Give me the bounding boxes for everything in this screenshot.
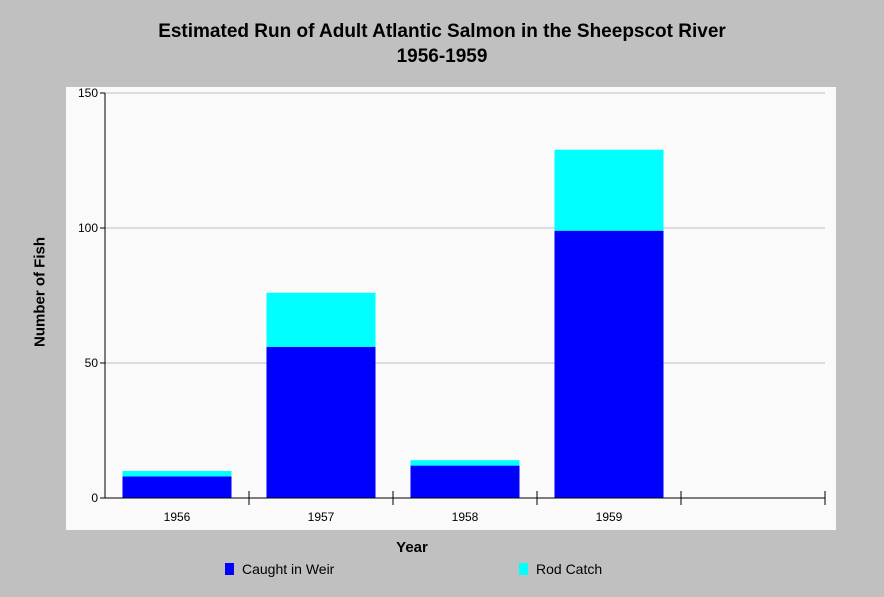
- bar-rod-catch-1956: [122, 471, 232, 477]
- bar-rod-catch-1957: [266, 292, 376, 347]
- x-tick-label: 1956: [164, 510, 191, 524]
- bar-rod-catch-1958: [410, 460, 520, 466]
- y-tick-label: 100: [78, 221, 98, 235]
- bar-caught-in-weir-1957: [266, 346, 376, 498]
- y-axis-label: Number of Fish: [31, 236, 49, 348]
- legend-swatch-caught-in-weir: [225, 563, 234, 575]
- x-tick-label: 1959: [596, 510, 623, 524]
- legend-label-caught-in-weir: Caught in Weir: [242, 561, 335, 577]
- bar-caught-in-weir-1956: [122, 476, 232, 498]
- bar-rod-catch-1959: [554, 149, 664, 231]
- legend-swatch-rod-catch: [519, 563, 528, 575]
- legend-item-rod-catch: Rod Catch: [519, 560, 602, 578]
- chart-subtitle: 1956-1959: [396, 46, 488, 67]
- chart-title: Estimated Run of Adult Atlantic Salmon i…: [158, 21, 726, 42]
- bar-caught-in-weir-1958: [410, 465, 520, 498]
- legend-item-caught-in-weir: Caught in Weir: [225, 560, 334, 578]
- bar-caught-in-weir-1959: [554, 230, 664, 498]
- y-tick-label: 150: [78, 86, 98, 100]
- plot-area: [66, 87, 836, 530]
- x-tick-label: 1958: [452, 510, 479, 524]
- x-tick-label: 1957: [308, 510, 335, 524]
- legend-label-rod-catch: Rod Catch: [536, 561, 603, 577]
- y-tick-label: 50: [85, 356, 99, 370]
- y-tick-label: 0: [91, 491, 98, 505]
- x-axis-label: Year: [396, 539, 428, 556]
